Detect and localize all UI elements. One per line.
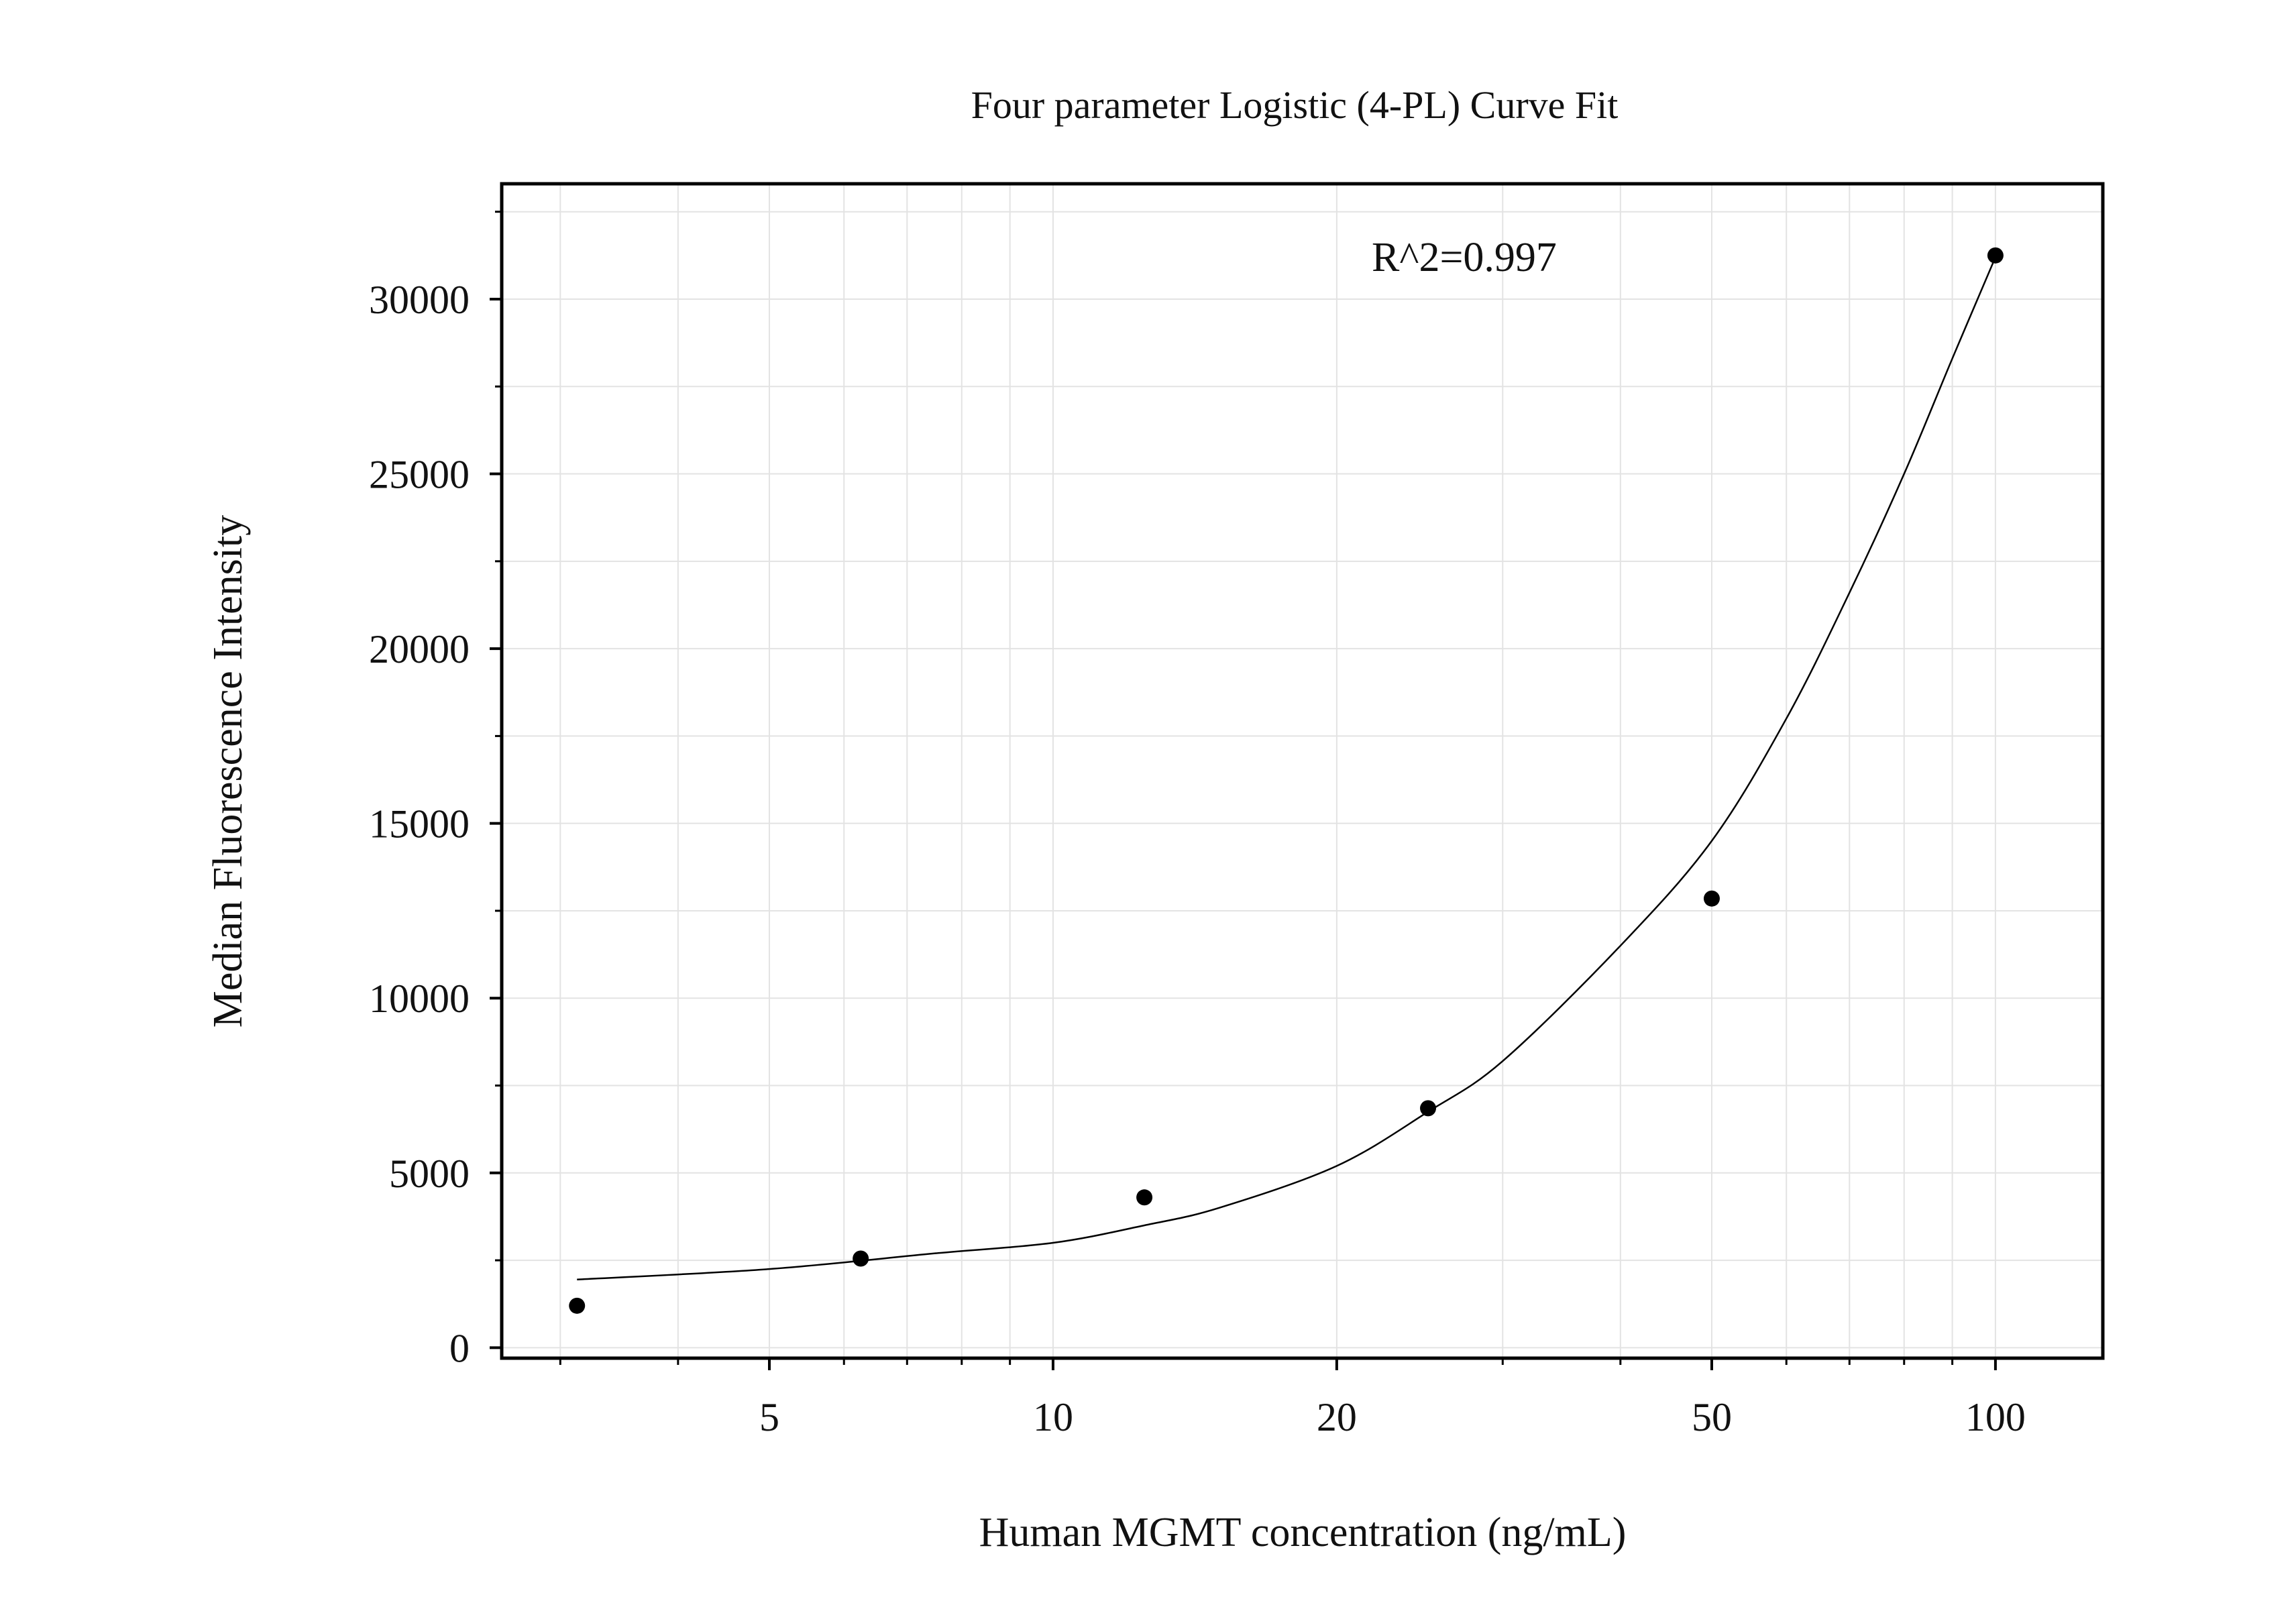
x-tick-label: 5 — [759, 1395, 779, 1439]
chart-title: Four parameter Logistic (4-PL) Curve Fit — [971, 83, 1619, 127]
data-point — [1420, 1100, 1437, 1117]
data-point — [853, 1250, 869, 1267]
ticks-layer — [490, 211, 1997, 1370]
y-tick-label: 10000 — [369, 977, 470, 1021]
x-axis-label: Human MGMT concentration (ng/mL) — [979, 1510, 1627, 1555]
y-tick-label: 25000 — [369, 453, 470, 497]
data-point — [1136, 1189, 1153, 1206]
points-layer — [569, 247, 2004, 1314]
curve-layer — [577, 256, 1997, 1280]
fit-curve-line — [577, 256, 1997, 1280]
data-point — [1703, 890, 1720, 907]
y-tick-label: 30000 — [369, 278, 470, 322]
y-tick-label: 0 — [449, 1326, 470, 1370]
x-tick-label: 20 — [1317, 1395, 1357, 1439]
x-tick-label: 100 — [1965, 1395, 2026, 1439]
tick-labels-layer: 5 10 20 50 100 0 5000 10000 15000 20000 25000 30000 — [369, 278, 2026, 1439]
y-axis-label: Median Fluorescence Intensity — [205, 515, 251, 1028]
grid-layer — [502, 184, 2103, 1358]
plot-frame — [500, 182, 2105, 1360]
y-tick-label: 5000 — [389, 1152, 470, 1196]
data-point — [1987, 247, 2004, 264]
data-point — [569, 1297, 586, 1314]
y-tick-label: 15000 — [369, 802, 470, 846]
x-tick-label: 10 — [1033, 1395, 1073, 1439]
y-tick-label: 20000 — [369, 627, 470, 671]
x-tick-label: 50 — [1692, 1395, 1732, 1439]
r-squared-annotation: R^2=0.997 — [1372, 235, 1557, 280]
